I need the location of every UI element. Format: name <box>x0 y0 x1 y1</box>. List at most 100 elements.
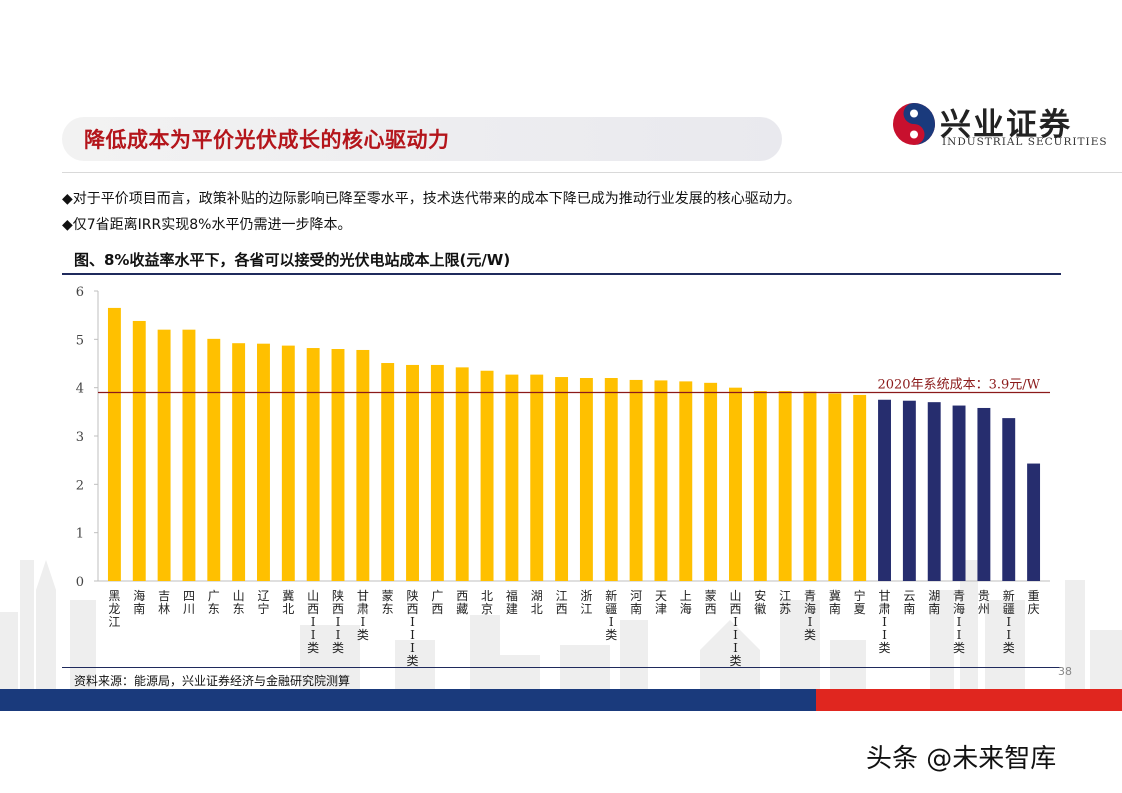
x-tick-label: 河南 <box>630 589 642 616</box>
bar <box>778 391 792 581</box>
company-logo: 兴业证券 INDUSTRIAL SECURITIES <box>890 98 1110 154</box>
x-tick-label: 甘肃 I I 类 <box>879 589 891 655</box>
bar <box>878 399 891 581</box>
y-tick-label: 4 <box>76 382 84 397</box>
x-tick-label: 海南 <box>133 588 145 616</box>
bar <box>927 402 941 581</box>
footer-band-red <box>816 689 1122 711</box>
x-tick-label: 陕西 I I I 类 <box>407 588 419 668</box>
x-tick-label: 新疆 I 类 <box>605 588 617 642</box>
x-tick-label: 上海 <box>680 589 692 616</box>
x-tick-label: 西藏 <box>456 589 468 616</box>
bar <box>654 380 668 581</box>
bar <box>480 370 494 581</box>
x-tick-label: 冀北 <box>282 589 294 616</box>
x-tick-label: 湖南 <box>928 588 940 616</box>
chart-title-underline <box>62 273 1061 275</box>
x-tick-label: 江西 <box>556 589 568 616</box>
page-title: 降低成本为平价光伏成长的核心驱动力 <box>84 128 450 152</box>
page-number: 38 <box>1058 665 1072 678</box>
bar <box>803 391 817 581</box>
header-divider <box>62 172 1122 173</box>
x-tick-label: 贵州 <box>978 589 990 616</box>
chart-title: 图、8%收益率水平下，各省可以接受的光伏电站成本上限(元/W) <box>74 251 511 269</box>
x-tick-label: 青海 I I 类 <box>953 589 965 655</box>
bar <box>555 377 569 581</box>
bar <box>455 367 469 581</box>
bar <box>977 407 991 581</box>
x-tick-label: 青海 I 类 <box>804 589 816 642</box>
bar <box>530 374 544 581</box>
bar <box>157 329 171 581</box>
x-tick-label: 湖北 <box>531 588 543 616</box>
source-note: 资料来源：能源局，兴业证券经济与金融研究院测算 <box>74 674 351 688</box>
bullet-point: ◆仅7省距离IRR实现8%水平仍需进一步降本。 <box>62 217 352 233</box>
y-tick-label: 5 <box>76 333 84 348</box>
x-tick-label: 辽宁 <box>257 589 269 616</box>
bar <box>729 387 742 581</box>
bar <box>704 382 718 581</box>
x-tick-label: 冀南 <box>829 589 841 616</box>
x-tick-label: 四川 <box>183 589 195 616</box>
logo-chinese-name: 兴业证券 <box>940 107 1072 143</box>
bar <box>505 374 519 581</box>
x-tick-label: 甘肃 I 类 <box>357 589 369 642</box>
x-tick-label: 广东 <box>208 589 220 616</box>
y-tick-label: 2 <box>76 478 84 493</box>
title-banner <box>62 117 782 161</box>
bar <box>232 343 246 581</box>
x-tick-label: 重庆 <box>1028 589 1040 616</box>
bar <box>306 348 320 581</box>
bar <box>406 364 419 581</box>
x-tick-label: 陕西 I I 类 <box>332 588 344 655</box>
bar <box>207 338 221 581</box>
bar <box>753 391 767 581</box>
bar <box>356 349 370 581</box>
x-tick-label: 福建 <box>506 588 518 616</box>
bar <box>182 329 196 581</box>
watermark-text: 头条 @未来智库 <box>866 744 1057 774</box>
y-tick-label: 3 <box>76 430 84 445</box>
bar <box>679 381 693 581</box>
bullet-point: ◆对于平价项目而言，政策补贴的边际影响已降至零水平，技术迭代带来的成本下降已成为… <box>62 191 801 207</box>
bar <box>629 379 643 581</box>
x-tick-label: 江苏 <box>779 589 791 616</box>
bar <box>579 378 593 581</box>
reference-line-label: 2020年系统成本：3.9元/W <box>877 378 1040 393</box>
x-tick-label: 新疆 I I 类 <box>1003 588 1015 655</box>
bar <box>1027 463 1041 581</box>
bar <box>281 345 295 581</box>
x-tick-label: 蒙西 <box>705 589 717 616</box>
x-tick-label: 山西 I I 类 <box>307 589 319 655</box>
bar <box>257 343 270 581</box>
x-tick-label: 山西 I I I 类 <box>729 589 741 668</box>
footer-band-blue <box>0 689 816 711</box>
bar <box>331 349 345 581</box>
y-tick-label: 6 <box>76 285 84 300</box>
x-tick-label: 安徽 <box>754 588 766 616</box>
x-tick-label: 吉林 <box>158 589 170 616</box>
bar <box>107 307 121 581</box>
x-tick-label: 云南 <box>903 589 915 616</box>
bar <box>828 393 842 581</box>
bar <box>604 378 618 581</box>
y-tick-label: 1 <box>76 527 84 542</box>
bar <box>902 400 916 581</box>
x-tick-label: 宁夏 <box>854 588 866 616</box>
logo-english-name: INDUSTRIAL SECURITIES <box>942 136 1108 148</box>
footer-divider <box>62 667 1061 668</box>
bar <box>952 405 966 581</box>
bar <box>853 394 867 581</box>
x-tick-label: 山东 <box>233 589 245 616</box>
x-tick-label: 浙江 <box>580 589 592 616</box>
x-tick-label: 黑龙江 <box>108 589 120 629</box>
bar <box>1002 418 1016 581</box>
x-tick-label: 天津 <box>655 589 667 616</box>
y-tick-label: 0 <box>76 575 84 590</box>
bar <box>381 363 395 581</box>
bar <box>132 320 146 581</box>
x-tick-label: 北京 <box>481 589 493 616</box>
logo-swirl-icon <box>893 103 935 145</box>
